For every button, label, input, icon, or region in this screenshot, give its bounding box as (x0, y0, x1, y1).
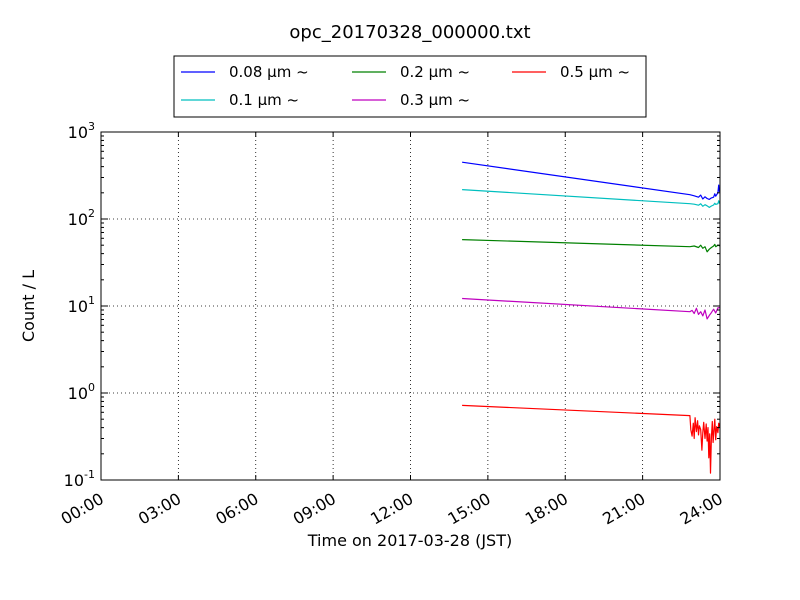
series-group (462, 161, 721, 474)
x-tick-label: 24:00 (677, 489, 726, 529)
legend-label-2: 0.2 μm ~ (400, 63, 470, 81)
ticks: 00:00 03:00 06:00 09:00 12:00 15:00 18:00 21:00… (58, 120, 726, 529)
legend-box (173, 55, 647, 118)
x-axis-label: Time on 2017-03-28 (JST) (307, 531, 512, 550)
y-tick-label: 100 (68, 381, 95, 403)
series-line-2 (462, 239, 721, 253)
series-line-3 (462, 297, 721, 320)
x-tick-label: 15:00 (444, 489, 493, 529)
x-tick-label: 12:00 (367, 489, 416, 529)
legend-label-0: 0.08 μm ~ (229, 63, 309, 81)
series-line-0 (462, 161, 721, 200)
grid (100, 131, 721, 481)
series-line-1 (462, 189, 721, 208)
y-tick-label: 101 (68, 294, 95, 316)
x-tick-label: 03:00 (135, 489, 184, 529)
chart-title: opc_20170328_000000.txt (289, 22, 530, 43)
x-tick-label: 09:00 (290, 489, 339, 529)
series-line-4 (462, 404, 721, 474)
legend-label-3: 0.3 μm ~ (400, 91, 470, 109)
x-tick-label: 00:00 (58, 489, 107, 529)
legend-label-4: 0.5 μm ~ (560, 63, 630, 81)
legend: 0.08 μm ~ 0.1 μm ~ 0.2 μm ~ 0.3 μm ~ 0.5 μm … (173, 55, 647, 118)
x-tick-label: 21:00 (599, 489, 648, 529)
y-tick-label: 102 (68, 207, 95, 229)
y-axis-label: Count / L (19, 270, 38, 342)
x-tick-label: 18:00 (522, 489, 571, 529)
y-tick-label: 10-1 (64, 468, 95, 490)
x-tick-label: 06:00 (212, 489, 261, 529)
legend-label-1: 0.1 μm ~ (229, 91, 299, 109)
y-tick-label: 103 (68, 120, 95, 142)
